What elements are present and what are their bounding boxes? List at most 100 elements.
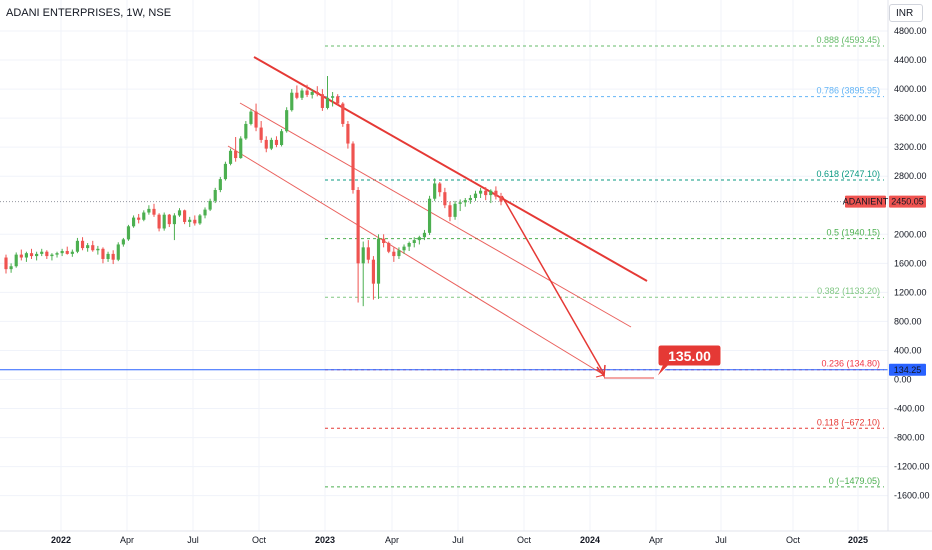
time-axis[interactable]: 2022 Apr Jul Oct 2023 Apr Jul Oct 2024 Apr Jul Oct 2… (0, 530, 932, 545)
time-tick-label: Apr (649, 535, 663, 545)
candle-body (366, 247, 370, 260)
candles (4, 76, 503, 307)
candle-body (65, 250, 69, 254)
candle-body (24, 253, 28, 258)
price-tick-label: 4000.00 (894, 84, 927, 94)
channel-line-lower (227, 145, 605, 376)
candle-body (80, 240, 85, 249)
price-tick-label: 0.00 (894, 375, 912, 385)
price-tick-label: 2000.00 (894, 229, 927, 239)
candle-body (29, 253, 34, 257)
candle-body (183, 210, 187, 222)
candle-body (223, 163, 228, 180)
price-tick-label: 800.00 (894, 316, 922, 326)
price-tick-label: 400.00 (894, 345, 922, 355)
candle-body (427, 198, 432, 233)
candle-body (167, 214, 171, 225)
candle-body (438, 183, 442, 193)
price-tick-label: -1600.00 (894, 491, 930, 501)
candle-body (341, 103, 345, 124)
candle-body (295, 92, 299, 98)
candle-body (433, 183, 437, 199)
symbol-tag (845, 195, 886, 208)
candle-body (40, 251, 44, 254)
candle-body (203, 209, 207, 216)
candle-body (499, 196, 503, 202)
candle-body (249, 111, 253, 124)
target-callout-label: 135.00 (668, 348, 711, 364)
candle-body (300, 90, 304, 98)
channel-line-mid (239, 102, 632, 328)
candle-body (142, 212, 146, 220)
candle-body (264, 139, 268, 149)
time-tick-label: 2022 (51, 535, 71, 545)
candle-body (310, 91, 314, 95)
time-tick-label: Oct (252, 535, 267, 545)
candle-body (448, 205, 452, 217)
candle-body (468, 197, 472, 201)
candle-body (152, 208, 156, 215)
candle-body (402, 246, 406, 251)
candle-body (392, 251, 396, 257)
fib-label: 0.786 (3895.95) (816, 86, 880, 96)
price-axis[interactable]: 4800.00 4400.00 4000.00 3600.00 3200.00 2800.… (843, 0, 930, 531)
candle-body (422, 232, 427, 238)
candle-body (188, 219, 192, 222)
time-tick-label: 2024 (580, 535, 600, 545)
candle-body (75, 240, 80, 252)
time-tick-label: 2025 (848, 535, 868, 545)
candle-body (351, 143, 355, 191)
price-tick-label: 4800.00 (894, 26, 927, 36)
price-tick-label: 3200.00 (894, 142, 927, 152)
candle-body (473, 193, 478, 198)
candle-body (106, 253, 110, 259)
candle-body (121, 239, 125, 245)
candle-body (157, 214, 161, 229)
arrow-head-projection (596, 364, 606, 378)
time-tick-label: Apr (385, 535, 399, 545)
time-tick-label: Apr (120, 535, 134, 545)
fib-label: 0.618 (2747.10) (816, 169, 880, 179)
candle-body (417, 237, 421, 241)
price-tick-label: 4400.00 (894, 55, 927, 65)
candle-body (86, 245, 90, 249)
time-tick-label: 2023 (315, 535, 335, 545)
candle-body (336, 96, 340, 104)
candle-body (14, 254, 18, 267)
candle-body (274, 139, 279, 145)
last-price-label: 2450.05 (891, 197, 924, 207)
candle-body (91, 245, 95, 251)
candle-body (279, 131, 284, 145)
time-tick-label: Oct (517, 535, 532, 545)
horizontal-line-badge (889, 363, 926, 376)
candle-body (116, 244, 120, 260)
candle-body (45, 251, 49, 257)
candle-body (131, 217, 136, 227)
candle-body (453, 203, 457, 217)
candle-body (234, 150, 238, 159)
candle-body (70, 251, 74, 254)
trend-lines[interactable] (227, 56, 654, 379)
candle-body (356, 190, 360, 264)
candle-body (443, 192, 447, 206)
last-price-badge (889, 195, 926, 208)
candle-body (126, 226, 131, 240)
candle-body (218, 179, 222, 191)
candle-body (259, 127, 263, 140)
fib-label: 0 (−1479.05) (829, 476, 880, 486)
candle-body (213, 190, 217, 201)
candle-body (484, 190, 488, 196)
fib-label: 0.236 (134.80) (821, 359, 880, 369)
candle-body (19, 254, 23, 258)
candle-body (35, 253, 39, 257)
candle-body (331, 96, 335, 98)
candle-body (50, 254, 54, 257)
candle-body (463, 200, 467, 203)
currency-button[interactable]: INR (889, 4, 923, 22)
time-tick-label: Oct (786, 535, 801, 545)
candle-body (407, 243, 411, 247)
candle-body (387, 243, 391, 252)
candle-body (371, 259, 376, 284)
